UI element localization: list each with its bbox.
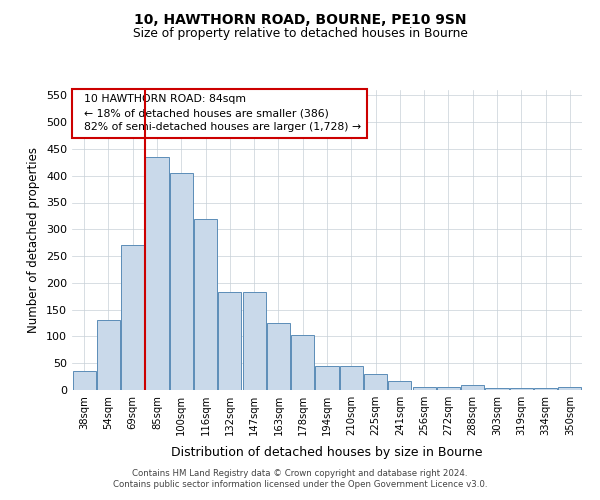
Bar bbox=[559, 387, 581, 390]
Bar bbox=[291, 335, 314, 390]
Bar bbox=[340, 366, 363, 390]
Bar bbox=[534, 388, 557, 390]
Text: 10 HAWTHORN ROAD: 84sqm
  ← 18% of detached houses are smaller (386)
  82% of se: 10 HAWTHORN ROAD: 84sqm ← 18% of detache… bbox=[77, 94, 361, 132]
Bar bbox=[145, 157, 169, 390]
Bar bbox=[267, 323, 290, 390]
Bar bbox=[510, 388, 533, 390]
Bar bbox=[121, 246, 144, 390]
Bar bbox=[218, 292, 241, 390]
Bar bbox=[242, 292, 266, 390]
Text: Size of property relative to detached houses in Bourne: Size of property relative to detached ho… bbox=[133, 28, 467, 40]
Bar bbox=[73, 371, 95, 390]
Bar bbox=[170, 173, 193, 390]
Text: 10, HAWTHORN ROAD, BOURNE, PE10 9SN: 10, HAWTHORN ROAD, BOURNE, PE10 9SN bbox=[134, 12, 466, 26]
Bar bbox=[388, 381, 412, 390]
Bar bbox=[194, 218, 217, 390]
Text: Contains public sector information licensed under the Open Government Licence v3: Contains public sector information licen… bbox=[113, 480, 487, 489]
Y-axis label: Number of detached properties: Number of detached properties bbox=[28, 147, 40, 333]
X-axis label: Distribution of detached houses by size in Bourne: Distribution of detached houses by size … bbox=[171, 446, 483, 460]
Text: Contains HM Land Registry data © Crown copyright and database right 2024.: Contains HM Land Registry data © Crown c… bbox=[132, 468, 468, 477]
Bar bbox=[97, 320, 120, 390]
Bar bbox=[413, 387, 436, 390]
Bar bbox=[461, 385, 484, 390]
Bar bbox=[364, 374, 387, 390]
Bar bbox=[485, 388, 509, 390]
Bar bbox=[437, 388, 460, 390]
Bar bbox=[316, 366, 338, 390]
